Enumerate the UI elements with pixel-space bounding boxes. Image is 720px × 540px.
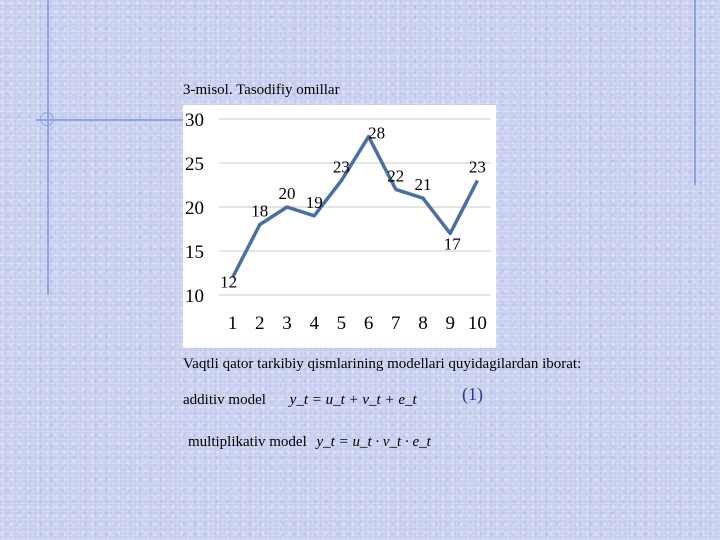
data-label: 18 bbox=[251, 202, 268, 221]
y-tick-label: 10 bbox=[185, 286, 204, 307]
additive-formula: y_t = u_t + v_t + e_t bbox=[289, 392, 417, 408]
multiplicative-model-row: multiplikativ model y_t = u_t · v_t · e_… bbox=[188, 434, 431, 451]
y-tick-label: 20 bbox=[185, 198, 204, 219]
data-label: 28 bbox=[368, 124, 385, 143]
data-label: 17 bbox=[444, 234, 462, 253]
y-tick-label: 30 bbox=[185, 110, 204, 131]
decor-vertical-line-right bbox=[694, 0, 696, 185]
data-label: 12 bbox=[220, 272, 237, 291]
decor-circle bbox=[40, 112, 54, 126]
data-label: 21 bbox=[415, 175, 432, 194]
x-tick-label: 1 bbox=[228, 313, 238, 334]
additive-label: additiv model bbox=[183, 392, 266, 408]
x-tick-label: 5 bbox=[337, 313, 347, 334]
data-label: 22 bbox=[387, 166, 404, 185]
x-tick-label: 4 bbox=[309, 313, 319, 334]
x-tick-label: 3 bbox=[282, 313, 292, 334]
data-label: 23 bbox=[469, 158, 486, 177]
data-label: 20 bbox=[279, 184, 296, 203]
chart-title: 3-misol. Tasodifiy omillar bbox=[183, 82, 340, 98]
x-tick-label: 8 bbox=[418, 313, 428, 334]
y-tick-label: 25 bbox=[185, 154, 204, 175]
series-line bbox=[231, 134, 479, 279]
data-label: 23 bbox=[333, 158, 350, 177]
multiplicative-formula: y_t = u_t · v_t · e_t bbox=[316, 434, 431, 450]
decor-horizontal-line bbox=[36, 119, 286, 121]
equation-number: (1) bbox=[462, 384, 483, 404]
data-label: 19 bbox=[306, 193, 323, 212]
multiplicative-label: multiplikativ model bbox=[188, 434, 307, 450]
x-tick-label: 10 bbox=[468, 313, 487, 334]
x-tick-label: 7 bbox=[391, 313, 401, 334]
x-tick-label: 9 bbox=[445, 313, 455, 334]
chart-area: 10 15 20 25 30 1 2 3 4 5 6 7 8 9 10 12 18 20 19 23 28 22 21 17 2… bbox=[183, 105, 496, 348]
description-text: Vaqtli qator tarkibiy qismlarining model… bbox=[183, 356, 582, 372]
decor-vertical-line-left bbox=[47, 0, 49, 295]
additive-model-row: additiv model y_t = u_t + v_t + e_t bbox=[183, 392, 417, 409]
x-tick-label: 6 bbox=[364, 313, 374, 334]
x-tick-label: 2 bbox=[255, 313, 264, 334]
y-tick-label: 15 bbox=[185, 242, 204, 263]
